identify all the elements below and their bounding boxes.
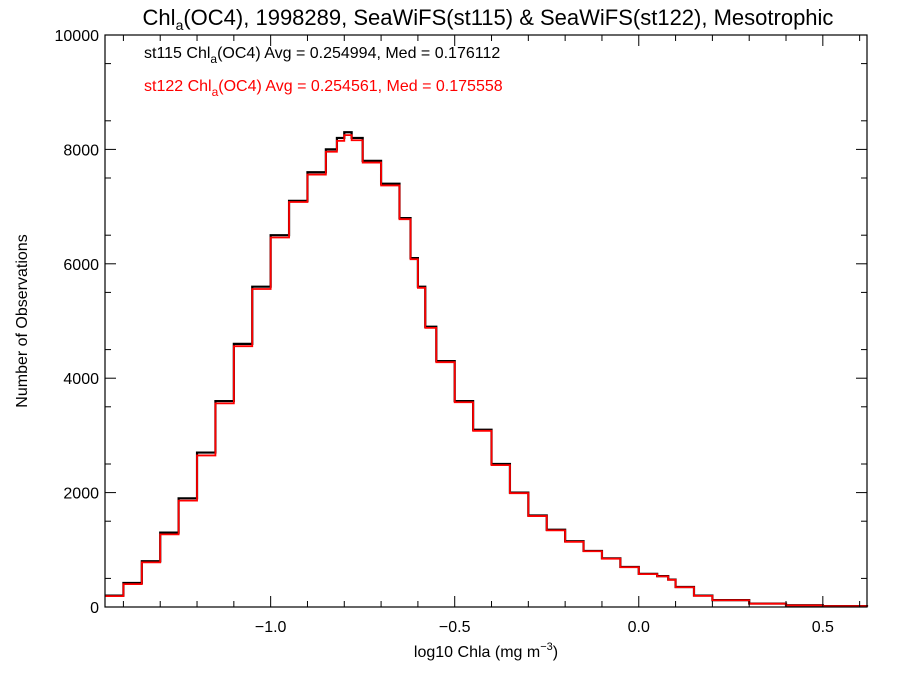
chart-title: Chla(OC4), 1998289, SeaWiFS(st115) & Sea…: [143, 5, 834, 33]
y-tick-label: 8000: [63, 142, 99, 159]
legend-entry-st122: st122 Chla(OC4) Avg = 0.254561, Med = 0.…: [144, 78, 503, 99]
series-line-1: [105, 131, 869, 608]
x-tick-label: −0.5: [439, 619, 471, 636]
x-tick-label: 0.0: [628, 619, 650, 636]
x-axis-label: log10 Chla (mg m−3): [414, 641, 558, 661]
series-line-2: [105, 134, 868, 608]
y-tick-label: 0: [90, 600, 99, 617]
x-tick-label: −1.0: [255, 619, 287, 636]
y-tick-label: 2000: [63, 486, 99, 503]
y-axis-label: Number of Observations: [14, 234, 31, 407]
x-tick-label: 0.5: [812, 619, 834, 636]
y-tick-label: 10000: [55, 28, 100, 45]
y-tick-label: 6000: [63, 257, 99, 274]
legend-entry-st115: st115 Chla(OC4) Avg = 0.254994, Med = 0.…: [144, 45, 500, 66]
plot-frame: [104, 34, 868, 608]
legend: st115 Chla(OC4) Avg = 0.254994, Med = 0.…: [144, 45, 503, 99]
y-tick-label: 4000: [63, 371, 99, 388]
